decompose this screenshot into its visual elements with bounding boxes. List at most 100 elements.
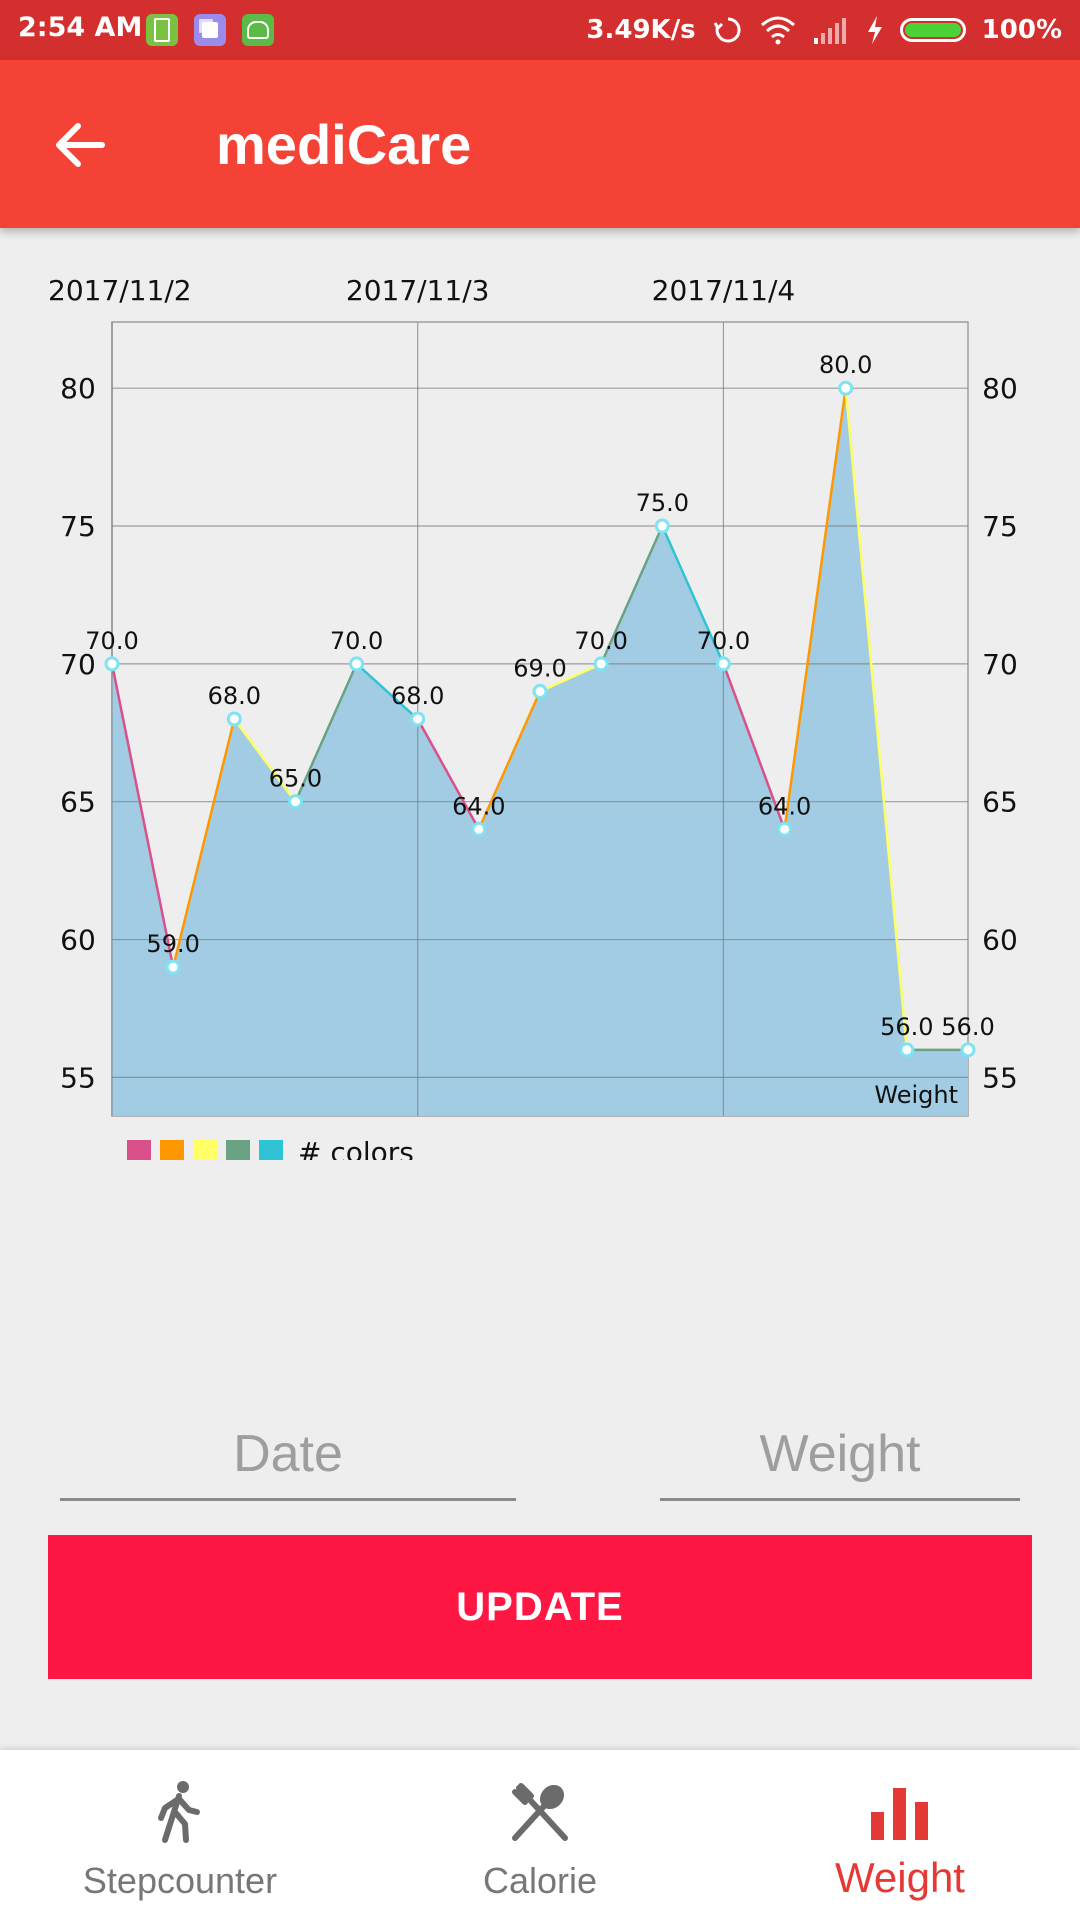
nav-item-stepcounter[interactable]: Stepcounter	[0, 1750, 360, 1920]
data-value-label: 70.0	[697, 627, 750, 655]
x-date-label: 2017/11/3	[346, 274, 490, 307]
series-segment	[783, 387, 847, 830]
data-value-label: 68.0	[391, 682, 444, 710]
chart-svg: 55 55 60 60 65 65 70 70 75 75 80 80 2017/11/2 2017/11…	[48, 274, 1018, 1169]
date-field-container	[60, 1410, 516, 1501]
series-segment	[539, 662, 602, 693]
data-point	[777, 821, 793, 837]
y-tick-label-left: 60	[60, 924, 96, 957]
status-right: 3.49K/s 100%	[586, 12, 1062, 48]
status-time: 2:54 AM	[18, 12, 143, 43]
data-value-label: 59.0	[146, 930, 199, 958]
series-segment	[600, 525, 664, 665]
x-date-label: 2017/11/4	[652, 274, 796, 307]
nav-label-calorie: Calorie	[482, 1860, 598, 1901]
y-tick-label-right: 70	[982, 648, 1018, 681]
series-segment	[844, 388, 909, 1050]
data-value-label: 68.0	[208, 682, 261, 710]
battery-percent: 100%	[981, 15, 1062, 45]
y-tick-label-left: 75	[60, 510, 96, 543]
series-segment	[722, 663, 786, 830]
nav-item-weight[interactable]: Weight	[720, 1750, 1080, 1920]
y-tick-label-right: 55	[982, 1061, 1018, 1094]
nav-item-calorie[interactable]: Calorie	[360, 1750, 720, 1920]
y-tick-label-right: 80	[982, 372, 1018, 405]
weight-chart: 55 55 60 60 65 65 70 70 75 75 80 80 2017/11/2 2017/11…	[0, 260, 1080, 1169]
series-segment	[110, 663, 175, 968]
legend-swatch	[160, 1140, 184, 1164]
data-value-label: 64.0	[452, 792, 505, 820]
data-value-label: 56.0	[941, 1013, 994, 1041]
charging-icon	[867, 16, 882, 44]
net-speed: 3.49K/s	[586, 15, 696, 45]
update-button[interactable]: UPDATE	[48, 1535, 1032, 1679]
battery-icon	[899, 18, 966, 42]
walking-person-icon	[158, 1781, 200, 1843]
data-value-label: 70.0	[330, 627, 383, 655]
data-value-label: 80.0	[819, 351, 872, 379]
y-tick-label-left: 70	[60, 648, 96, 681]
data-point	[226, 711, 242, 727]
legend-swatch	[259, 1140, 283, 1164]
y-tick-label-left: 80	[60, 372, 96, 405]
app-bar: mediCare	[0, 60, 1080, 228]
data-point	[838, 380, 854, 396]
data-value-label: 65.0	[269, 765, 322, 793]
signal-icon	[813, 18, 846, 44]
x-date-label: 2017/11/2	[48, 274, 192, 307]
data-point	[654, 518, 670, 534]
nav-label-weight: Weight	[835, 1854, 965, 1901]
android-app-icon	[242, 14, 274, 46]
y-tick-label-right: 65	[982, 786, 1018, 819]
series-segment	[294, 663, 358, 803]
series-segment	[661, 525, 725, 665]
nav-label-stepcounter: Stepcounter	[82, 1860, 278, 1901]
data-point	[349, 656, 365, 672]
wifi-icon	[760, 16, 795, 45]
area-fill	[112, 388, 968, 1116]
weight-field-container	[660, 1410, 1020, 1501]
y-tick-label-right: 75	[982, 510, 1018, 543]
bar-chart-icon	[871, 1788, 928, 1840]
legend-swatch	[226, 1140, 250, 1164]
series-segment	[171, 718, 236, 968]
data-point	[165, 959, 181, 975]
legend-swatch	[193, 1140, 217, 1164]
series-segment	[355, 662, 419, 720]
bottom-nav: Stepcounter Calorie Weight	[0, 1750, 1080, 1920]
data-point	[410, 711, 426, 727]
legend-label: # colors	[298, 1136, 414, 1160]
arrow-left-icon[interactable]	[46, 110, 116, 180]
data-point	[899, 1042, 915, 1058]
input-row	[0, 1410, 1080, 1510]
data-point	[532, 683, 548, 699]
data-value-label: 70.0	[85, 627, 138, 655]
data-value-label: 75.0	[636, 489, 689, 517]
data-point	[715, 656, 731, 672]
series-segment	[477, 690, 542, 830]
y-tick-label-left: 55	[60, 1061, 96, 1094]
date-input[interactable]	[60, 1423, 516, 1485]
series-segment	[233, 718, 297, 803]
y-tick-label-left: 65	[60, 786, 96, 819]
series-label: Weight	[874, 1081, 958, 1109]
data-point	[287, 794, 303, 810]
data-value-label: 69.0	[513, 654, 566, 682]
copy-app-icon	[194, 14, 226, 46]
sync-icon	[713, 17, 741, 43]
app-title: mediCare	[216, 113, 472, 176]
data-point	[960, 1042, 976, 1058]
battery-app-icon	[146, 14, 178, 46]
weight-input[interactable]	[660, 1423, 1020, 1485]
fork-spoon-icon	[512, 1783, 568, 1841]
data-value-label: 64.0	[758, 792, 811, 820]
data-point	[104, 656, 120, 672]
legend-swatch	[127, 1140, 151, 1164]
y-tick-label-right: 60	[982, 924, 1018, 957]
data-point	[593, 656, 609, 672]
series-segment	[416, 718, 480, 830]
data-value-label: 56.0	[880, 1013, 933, 1041]
data-point	[471, 821, 487, 837]
data-value-label: 70.0	[574, 627, 627, 655]
status-bar: 2:54 AM 3.49K/s 100%	[0, 0, 1080, 60]
